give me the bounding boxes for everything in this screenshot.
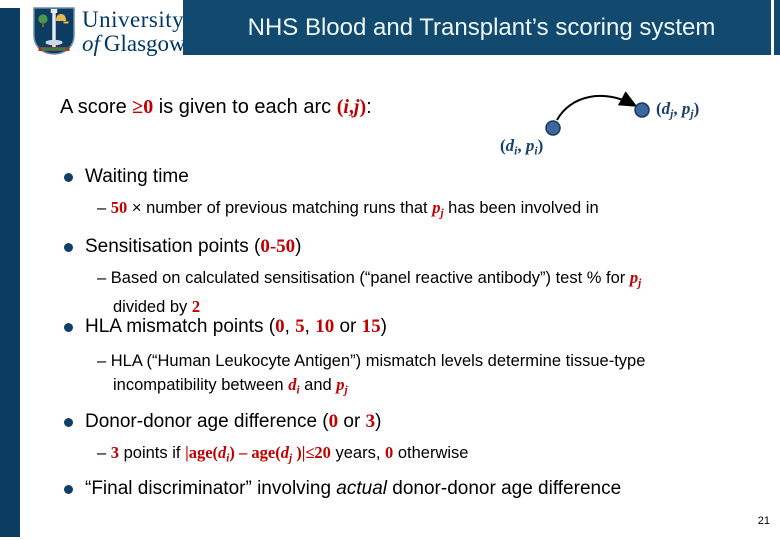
- slide-title-bar: NHS Blood and Transplant’s scoring syste…: [183, 0, 780, 55]
- bullet-dot-icon: [64, 323, 73, 332]
- node-di-pi: [545, 120, 561, 136]
- bullet-age-difference: Donor-donor age difference (0 or 3): [64, 411, 381, 433]
- wordmark-line1: University: [82, 7, 185, 32]
- wordmark-of: of: [82, 31, 100, 56]
- university-logo: University of Glasgow: [20, 0, 186, 62]
- sub-bullet-sensitisation: – Based on calculated sensitisation (“pa…: [97, 268, 642, 317]
- bullet-sensitisation: Sensitisation points (0-50): [64, 236, 301, 258]
- bullet-dot-icon: [64, 243, 73, 252]
- arc-arrow: [556, 91, 638, 121]
- arc-label-di-pi: (di, pi): [500, 136, 544, 158]
- left-accent-bar: [0, 8, 20, 537]
- bullet-dot-icon: [64, 485, 73, 494]
- wordmark-line2: of Glasgow: [82, 32, 186, 55]
- sub-bullet-age-difference: – 3 points if |age(di) – age(dj )|≤20 ye…: [97, 443, 469, 465]
- arc-label-dj-pj: (dj, pj): [656, 99, 700, 121]
- bullet-final-discriminator: “Final discriminator” involving actual d…: [64, 478, 621, 500]
- bullet-dot-icon: [64, 418, 73, 427]
- university-crest-icon: [33, 7, 75, 55]
- page-number: 21: [757, 515, 770, 527]
- node-dj-pj: [634, 102, 650, 118]
- intro-line: A score ≥0 is given to each arc (i,j):: [60, 96, 372, 118]
- slide-title: NHS Blood and Transplant’s scoring syste…: [247, 13, 716, 41]
- bullet-waiting-time: Waiting time: [64, 166, 189, 188]
- wordmark-glasgow: Glasgow: [103, 31, 186, 56]
- university-wordmark: University of Glasgow: [82, 8, 186, 55]
- title-bar-stripe: [771, 0, 774, 55]
- bullet-dot-icon: [64, 173, 73, 182]
- sub-bullet-waiting-time: – 50 × number of previous matching runs …: [97, 198, 599, 220]
- sub-bullet-hla-mismatch: – HLA (“Human Leukocyte Antigen”) mismat…: [97, 352, 646, 397]
- bullet-hla-mismatch: HLA mismatch points (0, 5, 10 or 15): [64, 316, 387, 338]
